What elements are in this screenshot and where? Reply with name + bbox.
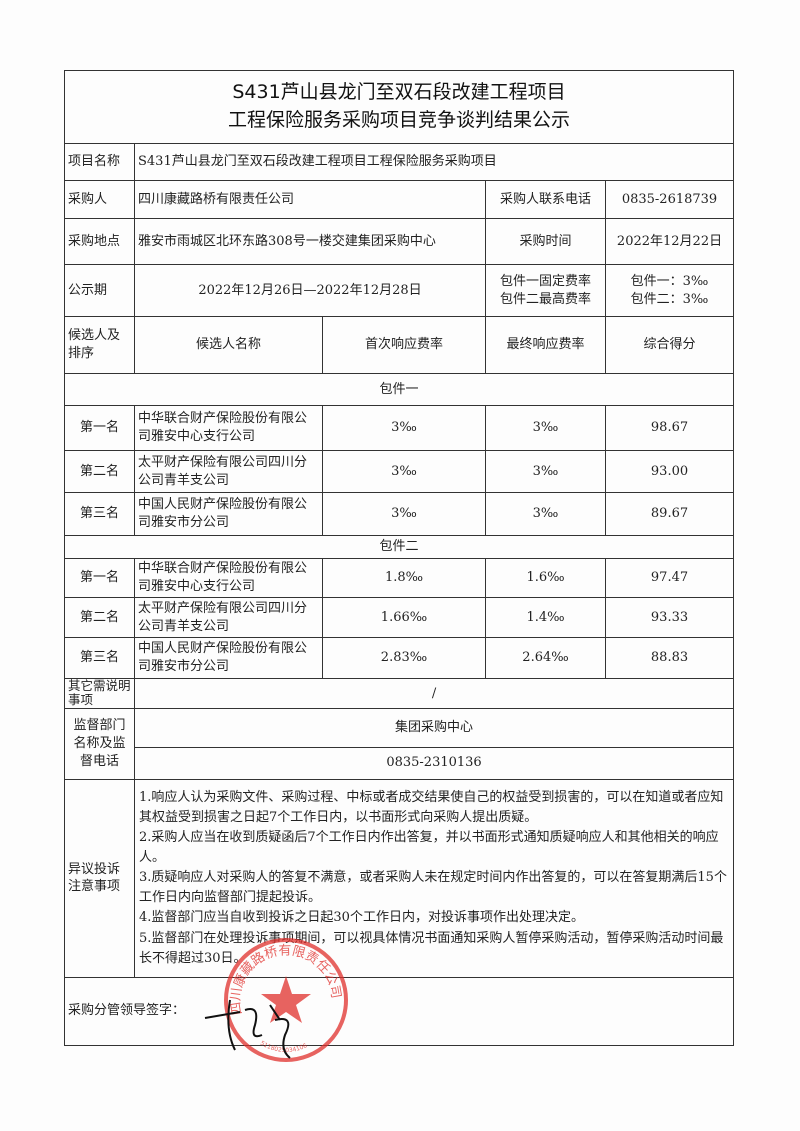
final-rate: 1.6‰ (485, 558, 606, 598)
score: 89.67 (604, 492, 735, 536)
time-label: 采购时间 (485, 218, 606, 265)
complaint-item: 1.响应人认为采购文件、采购过程、中标或者成交结果使自己的权益受到损害的，可以在… (139, 789, 724, 825)
score: 98.67 (604, 405, 735, 451)
table-row: 第三名 中国人民财产保险股份有限公司雅安市分公司 3‰ 3‰ 89.67 (64, 492, 735, 536)
header-rank: 候选人及排序 (64, 316, 135, 374)
first-rate: 1.8‰ (322, 558, 486, 598)
buyer-value: 四川康藏路桥有限责任公司 (134, 180, 486, 219)
complaint-notes: 1.响应人认为采购文件、采购过程、中标或者成交结果使自己的权益受到损害的，可以在… (133, 778, 735, 978)
rank: 第三名 (64, 492, 135, 536)
first-rate: 2.83‰ (322, 637, 486, 679)
first-rate: 3‰ (322, 492, 486, 536)
place-value: 雅安市雨城区北环东路308号一楼交建集团采购中心 (134, 218, 486, 265)
header-score: 综合得分 (604, 316, 735, 374)
rate-value-2: 包件二：3‰ (630, 291, 709, 307)
project-value: S431芦山县龙门至双石段改建工程项目工程保险服务采购项目 (133, 143, 735, 181)
first-rate: 3‰ (322, 450, 486, 493)
first-rate: 3‰ (322, 405, 486, 451)
table-row: 第二名 太平财产保险有限公司四川分公司青羊支公司 3‰ 3‰ 93.00 (64, 450, 735, 493)
title-line-2: 工程保险服务采购项目竞争谈判结果公示 (228, 109, 571, 131)
supervisor-label: 监督部门名称及监督电话 (64, 707, 135, 780)
package-label: 包件一 (63, 373, 735, 406)
header-name: 候选人名称 (134, 316, 323, 374)
project-label: 项目名称 (64, 143, 135, 181)
score: 93.33 (604, 597, 735, 638)
table-row: 第三名 中国人民财产保险股份有限公司雅安市分公司 2.83‰ 2.64‰ 88.… (64, 637, 735, 679)
candidate-name: 中国人民财产保险股份有限公司雅安市分公司 (134, 637, 323, 679)
rate-label-1: 包件一固定费率 (499, 273, 591, 289)
complaint-label: 异议投诉注意事项 (64, 778, 135, 978)
place-label: 采购地点 (64, 218, 135, 265)
table-row: 第二名 太平财产保险有限公司四川分公司青羊支公司 1.66‰ 1.4‰ 93.3… (64, 597, 735, 638)
rank: 第二名 (64, 450, 135, 493)
result-table: S431芦山县龙门至双石段改建工程项目 工程保险服务采购项目竞争谈判结果公示 项… (63, 70, 735, 1046)
final-rate: 3‰ (485, 450, 606, 493)
candidate-name: 中华联合财产保险股份有限公司雅安中心支行公司 (134, 405, 323, 451)
header-final: 最终响应费率 (485, 316, 606, 374)
table-row: 第一名 中华联合财产保险股份有限公司雅安中心支行公司 3‰ 3‰ 98.67 (64, 405, 735, 451)
first-rate: 1.66‰ (322, 597, 486, 638)
supervisor-name: 集团采购中心 (133, 707, 735, 748)
supervisor-phone: 0835-2310136 (133, 746, 735, 780)
rank: 第一名 (64, 405, 135, 451)
signature-cell: 采购分管领导签字： (63, 976, 735, 1046)
candidate-name: 中国人民财产保险股份有限公司雅安市分公司 (134, 492, 323, 536)
other-label: 其它需说明事项 (64, 678, 135, 709)
candidate-name: 太平财产保险有限公司四川分公司青羊支公司 (134, 450, 323, 493)
final-rate: 3‰ (485, 405, 606, 451)
score: 88.83 (604, 637, 735, 679)
other-value: / (133, 678, 735, 709)
rank: 第一名 (64, 558, 135, 598)
time-value: 2022年12月22日 (604, 218, 735, 265)
title-line-1: S431芦山县龙门至双石段改建工程项目 (232, 81, 566, 104)
header-first: 首次响应费率 (322, 316, 486, 374)
buyer-label: 采购人 (64, 180, 135, 219)
period-value: 2022年12月26日—2022年12月28日 (134, 264, 486, 317)
rank: 第三名 (64, 637, 135, 679)
table-row: 第一名 中华联合财产保险股份有限公司雅安中心支行公司 1.8‰ 1.6‰ 97.… (64, 558, 735, 598)
rank: 第二名 (64, 597, 135, 638)
phone-label: 采购人联系电话 (485, 180, 606, 219)
period-label: 公示期 (64, 264, 135, 317)
complaint-item: 5.监督部门在处理投诉事项期间，可以视具体情况书面通知采购人暂停采购活动，暂停采… (139, 930, 724, 966)
final-rate: 2.64‰ (485, 637, 606, 679)
final-rate: 3‰ (485, 492, 606, 536)
final-rate: 1.4‰ (485, 597, 606, 638)
rate-values: 包件一：3‰ 包件二：3‰ (604, 264, 735, 317)
complaint-item: 3.质疑响应人对采购人的答复不满意，或者采购人未在规定时间内作出答复的，可以在答… (139, 870, 727, 906)
score: 93.00 (604, 450, 735, 493)
document-title: S431芦山县龙门至双石段改建工程项目 工程保险服务采购项目竞争谈判结果公示 (63, 70, 735, 144)
complaint-item: 4.监督部门应当自收到投诉之日起30个工作日内，对投诉事项作出处理决定。 (139, 910, 584, 926)
rate-labels: 包件一固定费率 包件二最高费率 (485, 264, 606, 317)
candidate-name: 中华联合财产保险股份有限公司雅安中心支行公司 (134, 558, 323, 598)
rate-label-2: 包件二最高费率 (499, 291, 591, 307)
score: 97.47 (604, 558, 735, 598)
complaint-item: 2.采购人应当在收到质疑函后7个工作日内作出答复，并以书面形式通知质疑响应人和其… (139, 829, 719, 866)
signature-label: 采购分管领导签字： (68, 1003, 186, 1019)
package-label: 包件二 (63, 535, 735, 559)
rate-value-1: 包件一：3‰ (630, 273, 709, 289)
candidate-name: 太平财产保险有限公司四川分公司青羊支公司 (134, 597, 323, 638)
phone-value: 0835-2618739 (604, 180, 735, 219)
